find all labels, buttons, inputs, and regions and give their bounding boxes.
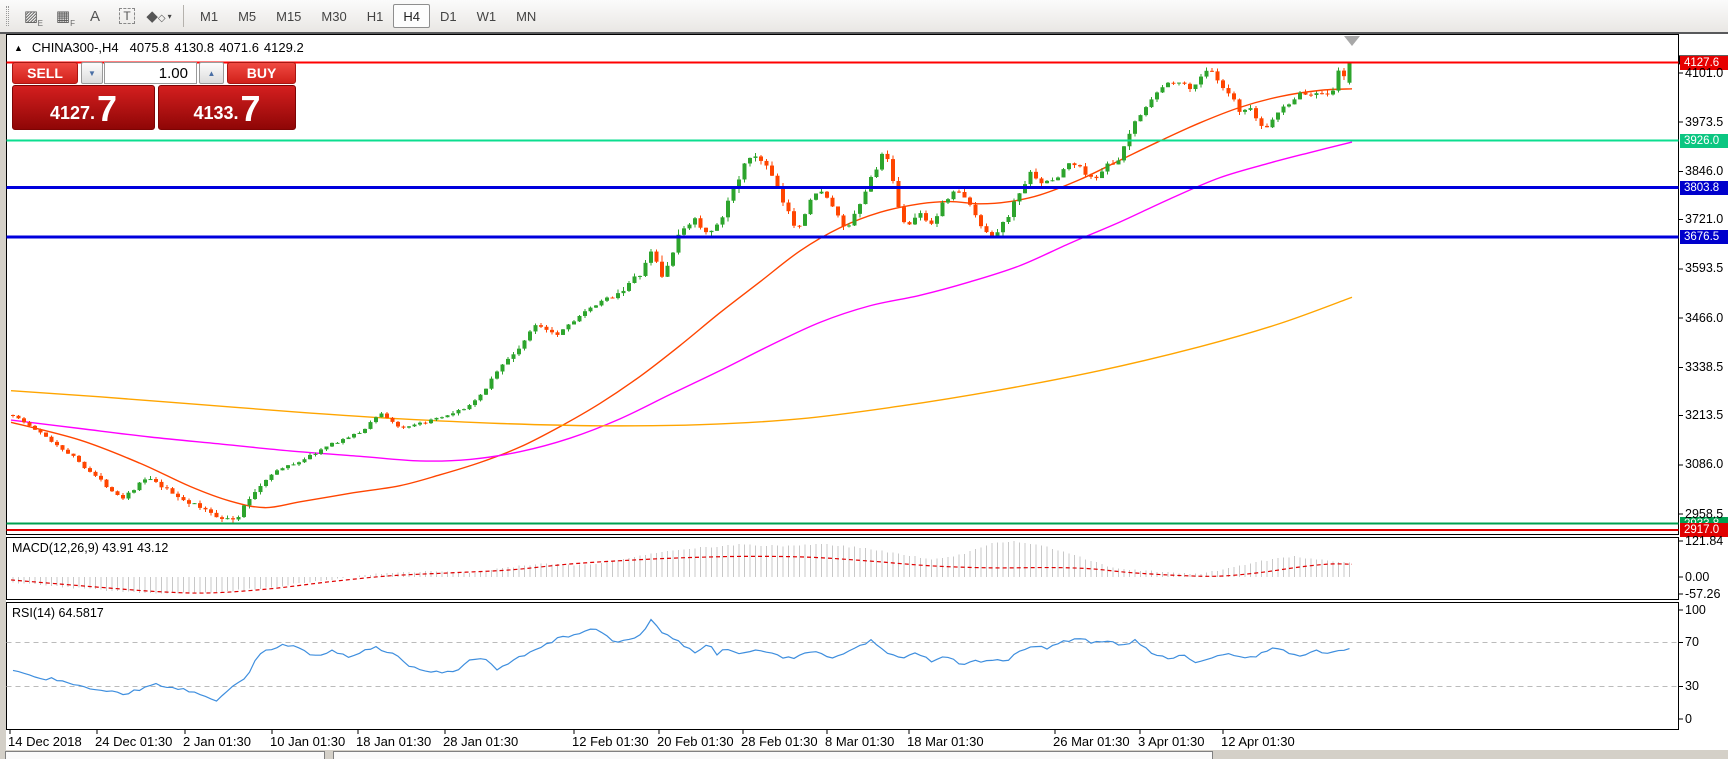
symbol-dropdown-icon[interactable]: ▲ xyxy=(14,42,23,53)
shapes-icon[interactable]: ◆◇ ▾ xyxy=(146,8,172,25)
date-tick-label: 18 Jan 01:30 xyxy=(356,734,432,749)
rsi-pane xyxy=(6,602,1679,730)
text-box-icon[interactable]: T xyxy=(112,3,142,29)
expert-advisor-icon[interactable]: ▨ E xyxy=(23,8,43,28)
date-tick-label: 24 Dec 01:30 xyxy=(95,734,173,749)
fast-ma xyxy=(10,88,1353,509)
volume-input[interactable] xyxy=(104,62,197,84)
rsi-line xyxy=(12,618,1350,702)
timeframe-d1-button[interactable]: D1 xyxy=(439,8,457,24)
macd-signal-line xyxy=(10,555,1353,594)
sell-button[interactable]: SELL xyxy=(12,62,78,84)
timeframe-buttons: M1 M5 M15 M30 H1 H4 D1 W1 MN xyxy=(190,4,546,28)
toolbar: ▨ E ▦ F A T ◆◇ ▾ M1 M5 M15 M30 H1 H4 D1 W1 MN xyxy=(0,0,1728,32)
price-tick-label: 3213.5 xyxy=(1685,408,1724,423)
price-level-badge: 3676.5 xyxy=(1680,229,1728,244)
date-tick-label: 3 Apr 01:30 xyxy=(1138,734,1205,749)
price-tick-label: 3593.5 xyxy=(1685,261,1724,276)
bottom-scrollbar xyxy=(0,750,1728,759)
rsi-axis-label: 30 xyxy=(1685,678,1699,693)
date-tick-label: 12 Apr 01:30 xyxy=(1221,734,1295,749)
date-tick-label: 12 Feb 01:30 xyxy=(572,734,649,749)
date-tick-label: 28 Feb 01:30 xyxy=(741,734,818,749)
date-tick-label: 8 Mar 01:30 xyxy=(825,734,895,749)
macd-axis-label: 0.00 xyxy=(1685,570,1710,584)
volume-decrease-button[interactable]: ▼ xyxy=(81,62,103,84)
date-tick-label: 2 Jan 01:30 xyxy=(183,734,251,749)
date-tick-label: 26 Mar 01:30 xyxy=(1053,734,1130,749)
price-tick-label: 3973.5 xyxy=(1685,114,1724,129)
price-tick-label: 3466.0 xyxy=(1685,310,1724,325)
timeframe-h4-button[interactable]: H4 xyxy=(393,4,430,28)
price-level-badge: 4127.6 xyxy=(1680,55,1728,70)
ohlc-low: 4071.6 xyxy=(219,40,259,55)
price-tick-label: 3338.5 xyxy=(1685,359,1724,374)
sell-price-display[interactable]: 4127. 7 xyxy=(12,85,155,130)
price-level-badge: 3803.8 xyxy=(1680,180,1728,195)
slow-ma xyxy=(10,296,1353,427)
ohlc-open: 4075.8 xyxy=(129,40,170,55)
ohlc-high: 4130.8 xyxy=(174,40,215,55)
buy-button[interactable]: BUY xyxy=(227,62,296,84)
macd-label: MACD(12,26,9) 43.91 43.12 xyxy=(12,541,169,555)
date-tick-label: 28 Jan 01:30 xyxy=(443,734,519,749)
macd-axis-label: -57.26 xyxy=(1685,586,1721,601)
text-label-icon[interactable]: A xyxy=(89,7,100,25)
macd-histogram xyxy=(12,541,1350,594)
price-tick-label: 4101.0 xyxy=(1685,65,1724,80)
volume-increase-button[interactable]: ▲ xyxy=(199,62,224,84)
timeframe-w1-button[interactable]: W1 xyxy=(476,8,497,24)
candlestick-series xyxy=(11,61,1352,523)
price-tick-label: 3846.0 xyxy=(1685,163,1724,178)
moving-averages xyxy=(10,88,1353,509)
rsi-axis-label: 70 xyxy=(1685,635,1699,650)
date-tick-label: 14 Dec 2018 xyxy=(8,734,82,749)
bottom-tab[interactable] xyxy=(5,751,325,759)
timeframe-m5-button[interactable]: M5 xyxy=(238,8,257,24)
rsi-axis-label: 0 xyxy=(1685,711,1692,726)
macd-pane xyxy=(6,537,1679,600)
grid-f-icon[interactable]: ▦ F xyxy=(55,8,75,28)
price-tick-label: 3086.0 xyxy=(1685,457,1724,472)
bottom-scrollbar-thumb[interactable] xyxy=(333,751,1213,759)
timeframe-h1-button[interactable]: H1 xyxy=(366,8,384,24)
price-tick-label: 3721.0 xyxy=(1685,212,1724,227)
price-level-badge: 2917.0 xyxy=(1680,523,1728,538)
rsi-axis-label: 100 xyxy=(1685,602,1706,617)
toolbar-icons: ▨ E ▦ F A T ◆◇ ▾ xyxy=(15,3,175,29)
toolbar-separator xyxy=(183,5,184,27)
timeframe-m15-button[interactable]: M15 xyxy=(276,8,302,24)
chart-title: ▲ CHINA300-,H4 4075.8 4130.8 4071.6 4129… xyxy=(14,40,304,55)
ohlc-close: 4129.2 xyxy=(263,40,304,55)
date-tick-label: 20 Feb 01:30 xyxy=(657,734,734,749)
chart-shift-marker-icon xyxy=(1344,36,1360,46)
price-level-badge: 3926.0 xyxy=(1680,133,1728,148)
toolbar-grip[interactable] xyxy=(6,6,9,26)
buy-price-display[interactable]: 4133. 7 xyxy=(158,85,296,130)
timeframe-m1-button[interactable]: M1 xyxy=(200,8,219,24)
symbol-period-label: CHINA300-,H4 xyxy=(31,40,119,55)
timeframe-m30-button[interactable]: M30 xyxy=(321,8,347,24)
timeframe-mn-button[interactable]: MN xyxy=(516,8,537,24)
price-tick-label: 2958.5 xyxy=(1685,506,1724,521)
mid-ma xyxy=(10,141,1353,462)
rsi-label: RSI(14) 64.5817 xyxy=(12,606,104,620)
macd-axis-label: 121.84 xyxy=(1685,534,1724,549)
toolbar-divider xyxy=(0,32,1728,34)
date-tick-label: 18 Mar 01:30 xyxy=(907,734,984,749)
date-tick-label: 10 Jan 01:30 xyxy=(270,734,346,749)
